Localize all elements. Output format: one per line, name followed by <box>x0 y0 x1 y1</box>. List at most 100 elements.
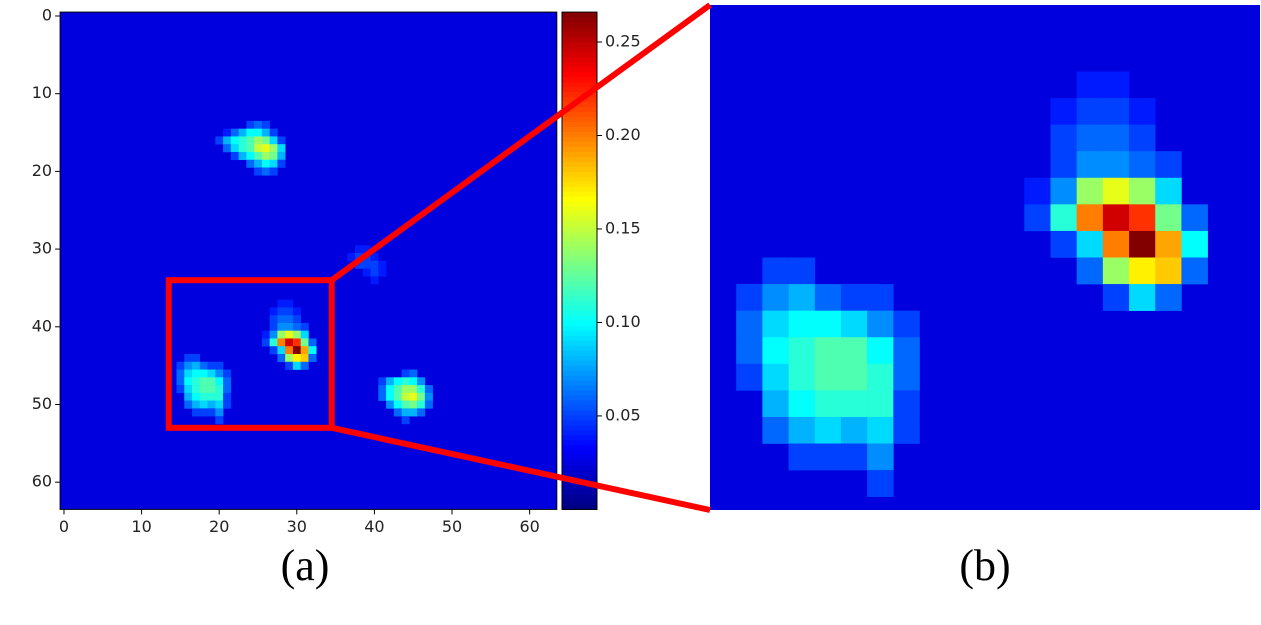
heatmap-cell <box>207 392 216 401</box>
heatmap-cell <box>223 392 232 401</box>
heatmap-cell <box>1129 151 1156 179</box>
heatmap-cell <box>386 400 395 409</box>
colorbar-step <box>562 424 597 431</box>
heatmap-cell <box>867 337 894 365</box>
heatmap-cell <box>393 392 402 401</box>
heatmap-cell <box>192 377 201 386</box>
heatmap-cell <box>1050 151 1077 179</box>
colorbar-step <box>562 419 597 426</box>
heatmap-cell <box>893 363 920 391</box>
colorbar-step <box>562 399 597 406</box>
heatmap-cell <box>269 322 278 331</box>
colorbar-step <box>562 245 597 252</box>
heatmap-cell <box>277 159 286 168</box>
zoom-box <box>165 277 335 431</box>
heatmap-cell <box>840 337 868 365</box>
heatmap-cell <box>184 361 193 370</box>
colorbar-step <box>562 315 597 321</box>
colorbar-step <box>562 151 597 157</box>
heatmap-cell <box>762 416 789 444</box>
heatmap-cell <box>261 330 270 339</box>
heatmap-cell <box>1181 230 1208 258</box>
colorbar-step <box>562 270 597 277</box>
colorbar-step <box>562 146 597 152</box>
heatmap-cell <box>215 408 224 417</box>
heatmap-cell <box>176 385 185 394</box>
colorbar-step <box>562 375 597 381</box>
heatmap-cell <box>254 144 263 153</box>
heatmap-cell <box>269 128 278 137</box>
heatmap-cell <box>393 377 402 386</box>
heatmap-cell <box>199 369 208 378</box>
heatmap-cell <box>269 330 278 339</box>
heatmap-cell <box>207 408 216 417</box>
colorbar-step <box>562 380 597 386</box>
heatmap-cell <box>378 268 387 277</box>
heatmap-cell <box>223 400 232 409</box>
heatmap-cell <box>378 392 387 401</box>
heatmap-cell <box>1129 284 1156 311</box>
heatmap-cell <box>1050 124 1077 152</box>
heatmap-cell <box>254 167 263 176</box>
heatmap-cell <box>192 385 201 394</box>
heatmap-cell <box>1076 71 1104 99</box>
colorbar-step <box>562 469 597 476</box>
colorbar-step <box>562 355 597 361</box>
heatmap-cell <box>254 136 263 145</box>
heatmap-cell <box>285 346 294 355</box>
colorbar-step <box>562 215 597 222</box>
heatmap-cell <box>370 260 379 269</box>
heatmap-cell <box>355 245 364 254</box>
heatmap-cell <box>300 322 309 331</box>
heatmap-cell <box>277 338 286 347</box>
heatmap-cell <box>292 315 301 324</box>
colorbar-step <box>562 116 597 123</box>
heatmap-cell <box>285 353 294 363</box>
colorbar-tick-label: 0.15 <box>605 218 641 237</box>
heatmap-cell <box>246 159 255 168</box>
colorbar-tick-label: 0.10 <box>605 312 641 331</box>
colorbar-step <box>562 31 597 38</box>
heatmap-cell <box>762 390 789 418</box>
heatmap-cell <box>1129 230 1156 258</box>
colorbar-step <box>562 206 597 212</box>
heatmap-cell <box>424 385 433 394</box>
colorbar-step <box>562 340 597 346</box>
colorbar-step <box>562 17 597 23</box>
heatmap-cell <box>788 363 816 391</box>
heatmap-cell <box>1024 177 1051 205</box>
heatmap-cell <box>277 322 286 331</box>
heatmap-cell <box>401 392 410 401</box>
heatmap-cell <box>788 257 816 285</box>
colorbar-step <box>562 370 597 376</box>
heatmap-cell <box>277 315 286 324</box>
colorbar-tick-label: 0.25 <box>605 32 641 51</box>
colorbar-step <box>562 131 597 137</box>
heatmap-cell <box>417 385 426 394</box>
heatmap-cell <box>292 353 301 363</box>
heatmap-cell <box>1024 204 1051 232</box>
y-tick-label: 20 <box>32 161 52 180</box>
heatmap-cell <box>393 408 402 417</box>
heatmap-cell <box>762 257 789 285</box>
heatmap-cell <box>199 385 208 394</box>
heatmap-cell <box>285 330 294 339</box>
y-tick-label: 0 <box>42 5 52 24</box>
colorbar-step <box>562 41 597 48</box>
heatmap-cell <box>409 400 418 409</box>
colorbar-step <box>562 56 597 63</box>
colorbar-step <box>562 325 597 331</box>
heatmap-cell <box>184 377 193 386</box>
colorbar-step <box>562 27 597 33</box>
heatmap-cell <box>867 310 894 338</box>
heatmap-cell <box>199 392 208 401</box>
heatmap-cell <box>762 337 789 365</box>
colorbar-step <box>562 250 597 257</box>
colorbar-step <box>562 111 597 118</box>
heatmap-cell <box>184 353 193 363</box>
heatmap-cell <box>207 400 216 409</box>
heatmap-cell <box>1129 257 1156 285</box>
heatmap-cell <box>261 167 270 176</box>
heatmap-cell <box>1076 177 1104 205</box>
heatmap-cell <box>269 136 278 145</box>
